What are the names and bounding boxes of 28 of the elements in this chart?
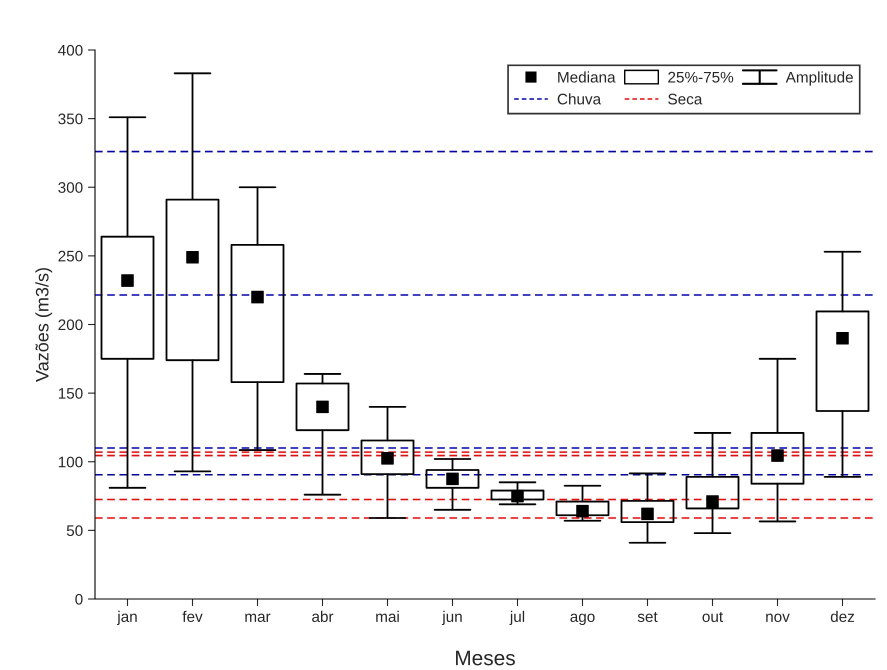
y-axis-title: Vazões (m3/s) — [35, 268, 52, 382]
legend-label: Seca — [668, 94, 702, 104]
y-tick-label: 100 — [58, 456, 83, 468]
y-tick-label: 50 — [66, 525, 83, 536]
y-tick-label: 0 — [75, 594, 83, 605]
x-tick-label: jul — [509, 610, 524, 626]
x-tick-label: ago — [570, 614, 595, 626]
y-tick-label: 150 — [58, 388, 83, 399]
x-tick-label: mar — [245, 614, 270, 622]
x-tick-label: set — [638, 612, 658, 622]
x-tick-label: mai — [376, 610, 399, 622]
x-tick-label: nov — [766, 614, 790, 622]
y-tick-label: 400 — [58, 44, 83, 56]
x-tick-label: jun — [442, 610, 462, 626]
y-tick-label: 350 — [58, 113, 83, 124]
x-tick-label: jan — [116, 610, 137, 626]
x-axis-title: Meses — [456, 650, 515, 666]
y-tick-label: 250 — [58, 250, 83, 262]
x-tick-label: dez — [830, 610, 854, 622]
x-tick-label: fev — [182, 610, 203, 622]
y-tick-label: 300 — [58, 182, 83, 193]
annotation: Amplitude — [786, 71, 853, 86]
y-tick-label: 200 — [58, 319, 83, 330]
annotation: 25%-75% — [668, 72, 734, 83]
x-tick-label: abr — [312, 610, 334, 622]
x-tick-label: out — [702, 612, 724, 622]
annotation: Mediana — [558, 71, 616, 83]
legend-label: Chuva — [558, 93, 602, 104]
